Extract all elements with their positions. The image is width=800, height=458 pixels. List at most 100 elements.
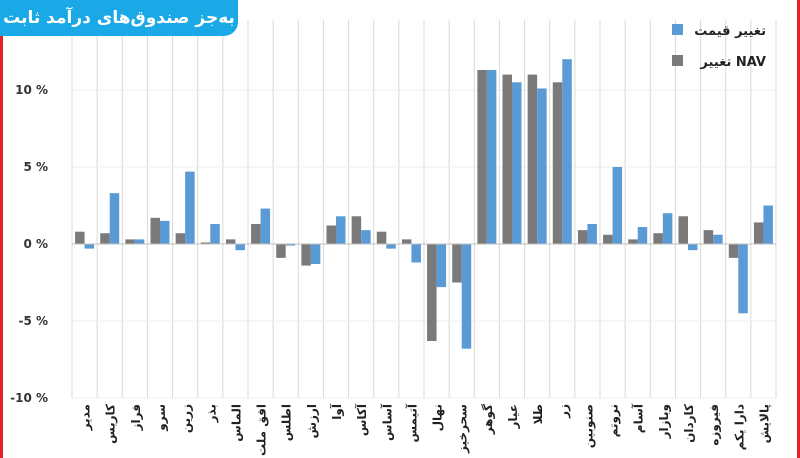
bar-nav-14 bbox=[427, 244, 437, 342]
bar-nav-4 bbox=[175, 233, 186, 244]
y-tick-label: 5 % bbox=[23, 160, 48, 174]
bar-nav-1 bbox=[100, 233, 110, 244]
bar-price-20 bbox=[587, 223, 597, 244]
bar-price-0 bbox=[84, 244, 95, 249]
legend-label: تغییر NAV bbox=[699, 55, 766, 70]
bar-price-22 bbox=[637, 227, 648, 244]
bar-nav-8 bbox=[276, 244, 286, 258]
bar-nav-7 bbox=[251, 223, 261, 244]
category-label: عیار bbox=[506, 404, 520, 430]
bar-nav-12 bbox=[376, 231, 387, 244]
bar-price-16 bbox=[486, 69, 497, 244]
y-axis: 10 % 5 % 0 % -5 % -10 % bbox=[10, 83, 776, 405]
bar-nav-17 bbox=[502, 74, 512, 244]
category-label: مدیر bbox=[79, 404, 93, 431]
bar-price-13 bbox=[411, 244, 421, 263]
bar-price-6 bbox=[235, 244, 245, 251]
bar-nav-21 bbox=[603, 234, 613, 244]
bar-price-19 bbox=[562, 59, 572, 245]
bar-price-26 bbox=[738, 244, 748, 314]
bar-nav-18 bbox=[527, 74, 538, 244]
bar-price-23 bbox=[662, 213, 673, 244]
bar-price-8 bbox=[285, 244, 296, 246]
y-tick-label: -10 % bbox=[10, 391, 48, 405]
bar-nav-15 bbox=[452, 244, 462, 283]
category-label: اطلس bbox=[280, 404, 294, 441]
category-label: زرین bbox=[179, 404, 193, 433]
category-label: فراز bbox=[129, 404, 143, 431]
bar-price-14 bbox=[436, 244, 447, 288]
bar-nav-19 bbox=[552, 82, 563, 244]
category-label: فیروزه bbox=[707, 404, 722, 446]
bar-nav-5 bbox=[200, 242, 211, 244]
bar-nav-9 bbox=[301, 244, 311, 266]
bar-price-12 bbox=[386, 244, 396, 249]
bar-nav-16 bbox=[477, 69, 487, 244]
bar-price-9 bbox=[310, 244, 321, 265]
bar-nav-3 bbox=[150, 217, 160, 244]
bar-nav-13 bbox=[401, 239, 412, 244]
bar-nav-6 bbox=[225, 239, 236, 244]
bar-price-3 bbox=[160, 220, 170, 244]
bar-nav-24 bbox=[678, 216, 688, 244]
bar-price-7 bbox=[260, 208, 271, 244]
chart-legend: تغییر قیمت تغییر NAV bbox=[672, 24, 766, 70]
category-label: نهال bbox=[431, 404, 445, 431]
category-label: زر bbox=[556, 404, 570, 419]
chart-title: به‌جز صندوق‌های درآمد ثابت bbox=[3, 8, 235, 28]
category-label: افق ملت bbox=[255, 404, 269, 456]
bar-nav-20 bbox=[577, 230, 588, 244]
category-label: صنوبین bbox=[581, 404, 596, 448]
bar-nav-11 bbox=[351, 216, 362, 244]
y-tick-label: 10 % bbox=[15, 83, 48, 97]
bar-nav-0 bbox=[75, 231, 85, 244]
bar-price-11 bbox=[361, 230, 371, 244]
bar-nav-26 bbox=[728, 244, 739, 258]
category-label: ارزش bbox=[305, 404, 319, 439]
bar-nav-2 bbox=[125, 239, 135, 244]
bar-price-4 bbox=[185, 171, 195, 244]
bar-price-5 bbox=[210, 223, 220, 244]
category-label: آساس bbox=[379, 403, 394, 441]
bar-price-25 bbox=[713, 234, 723, 244]
bar-nav-23 bbox=[653, 233, 663, 244]
category-label: سحرخیز bbox=[456, 404, 470, 454]
bar-price-18 bbox=[537, 88, 547, 245]
category-label: آتیمس bbox=[404, 403, 419, 442]
legend-swatch-1 bbox=[672, 24, 683, 35]
category-label: وبازار bbox=[657, 404, 672, 439]
legend-swatch-0 bbox=[672, 55, 683, 66]
bar-nav-27 bbox=[753, 222, 764, 244]
category-label: سرو bbox=[154, 404, 169, 432]
category-label: آسام bbox=[631, 403, 647, 433]
bar-nav-25 bbox=[703, 230, 714, 244]
title-banner bbox=[0, 0, 238, 36]
legend-label: تغییر قیمت bbox=[694, 24, 766, 39]
bar-nav-10 bbox=[326, 225, 336, 244]
y-tick-label: -5 % bbox=[18, 314, 48, 328]
category-label: بذر bbox=[204, 404, 218, 423]
category-label: الماس bbox=[229, 404, 243, 442]
bar-price-15 bbox=[461, 244, 472, 349]
category-label: آکاس bbox=[354, 403, 369, 436]
bar-price-17 bbox=[512, 82, 522, 244]
bar-price-1 bbox=[109, 193, 120, 244]
category-label: پالایش bbox=[757, 404, 771, 443]
x-axis: مدیر کاریس فراز سرو زرین بذر الماس افق ملت اطلس ا… bbox=[79, 403, 772, 456]
y-tick-label: 0 % bbox=[23, 237, 48, 251]
bar-price-10 bbox=[336, 216, 346, 244]
bar-price-2 bbox=[134, 239, 145, 244]
category-label: طلا bbox=[531, 404, 545, 424]
chart-bars bbox=[75, 59, 773, 349]
category-label: کاردان bbox=[682, 404, 696, 443]
category-label: گوهر bbox=[481, 404, 496, 435]
chart-grid bbox=[71, 20, 777, 399]
bar-nav-22 bbox=[628, 239, 638, 244]
category-label: کاریس bbox=[104, 404, 118, 444]
category-label: دارا یکم bbox=[732, 404, 746, 450]
bar-price-24 bbox=[688, 244, 698, 251]
bar-price-27 bbox=[763, 205, 773, 244]
category-label: نروتم bbox=[607, 404, 622, 437]
bar-price-21 bbox=[612, 167, 623, 244]
